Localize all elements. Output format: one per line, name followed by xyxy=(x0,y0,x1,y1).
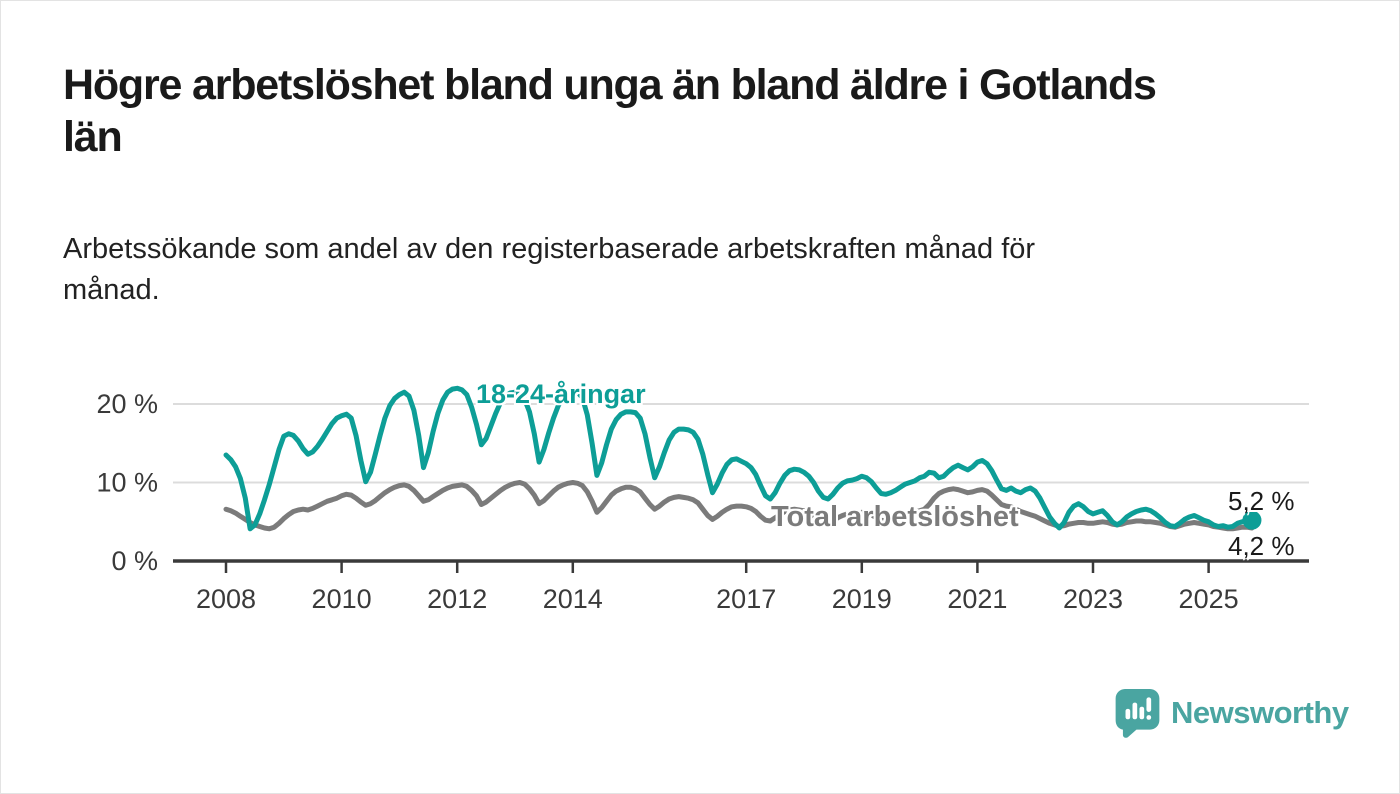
line-series-18-24-åringar xyxy=(223,385,1255,532)
y-tick-label-20: 20 % xyxy=(96,389,158,419)
x-tick-label-2019: 2019 xyxy=(832,584,892,614)
x-tick-label-2021: 2021 xyxy=(947,584,1007,614)
newsworthy-logo[interactable]: Newsworthy xyxy=(1114,688,1349,738)
x-tick-label-2012: 2012 xyxy=(427,584,487,614)
x-tick-label-2008: 2008 xyxy=(196,584,256,614)
y-tick-label-0: 0 % xyxy=(111,546,158,576)
end-value-label-youth: 5,2 % xyxy=(1228,486,1295,516)
x-tick-label-2017: 2017 xyxy=(716,584,776,614)
series-label-total: Total arbetslöshet xyxy=(771,501,1019,533)
page-title-line-1: Högre arbetslöshet bland unga än bland ä… xyxy=(63,61,1157,109)
page-title-line-2: län xyxy=(63,113,123,162)
x-tick-label-2023: 2023 xyxy=(1063,584,1123,614)
chart-subtitle: Arbetssökande som andel av den registerb… xyxy=(63,229,1243,310)
chart-subtitle-line-2: månad. xyxy=(63,273,160,306)
end-value-label-total: 4,2 % xyxy=(1228,531,1295,561)
newsworthy-wordmark: Newsworthy xyxy=(1171,695,1349,730)
y-tick-label-10: 10 % xyxy=(96,468,158,498)
line-series-total-arbetslöshet xyxy=(223,480,1255,532)
latest-value-dot xyxy=(1242,510,1262,530)
x-tick-label-2010: 2010 xyxy=(312,584,372,614)
series-label-youth: 18-24-åringar xyxy=(476,379,646,409)
page-title: Högre arbetslöshet bland unga än bland ä… xyxy=(63,59,1363,164)
bar-chart-speech-bubble-icon xyxy=(1115,689,1160,738)
chart-subtitle-line-1: Arbetssökande som andel av den registerb… xyxy=(63,233,1036,265)
x-tick-label-2025: 2025 xyxy=(1179,584,1239,614)
x-tick-label-2014: 2014 xyxy=(543,584,603,614)
